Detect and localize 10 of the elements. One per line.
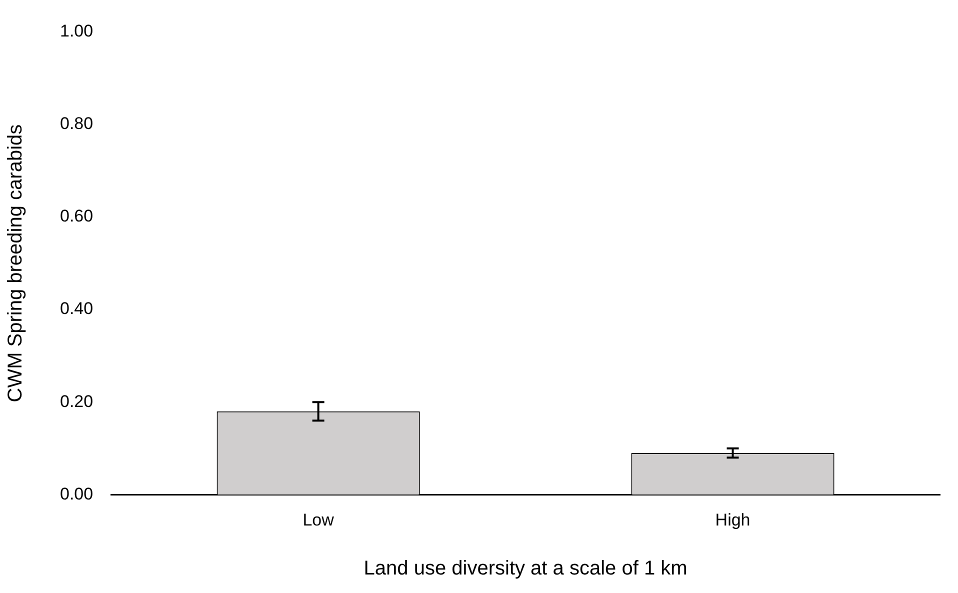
y-tick-label: 0.80 xyxy=(60,114,94,134)
y-tick-label: 0.20 xyxy=(60,392,94,411)
y-tick-label: 0.00 xyxy=(60,484,94,504)
y-tick-label: 0.60 xyxy=(60,206,94,226)
y-tick-label: 0.40 xyxy=(60,299,94,318)
y-axis-title: CWM Spring breeding carabids xyxy=(4,124,27,402)
x-tick-label: High xyxy=(715,510,750,530)
y-tick-label: 1.00 xyxy=(60,22,94,41)
x-axis-title: Land use diversity at a scale of 1 km xyxy=(364,558,688,580)
x-tick-label: Low xyxy=(302,510,335,530)
